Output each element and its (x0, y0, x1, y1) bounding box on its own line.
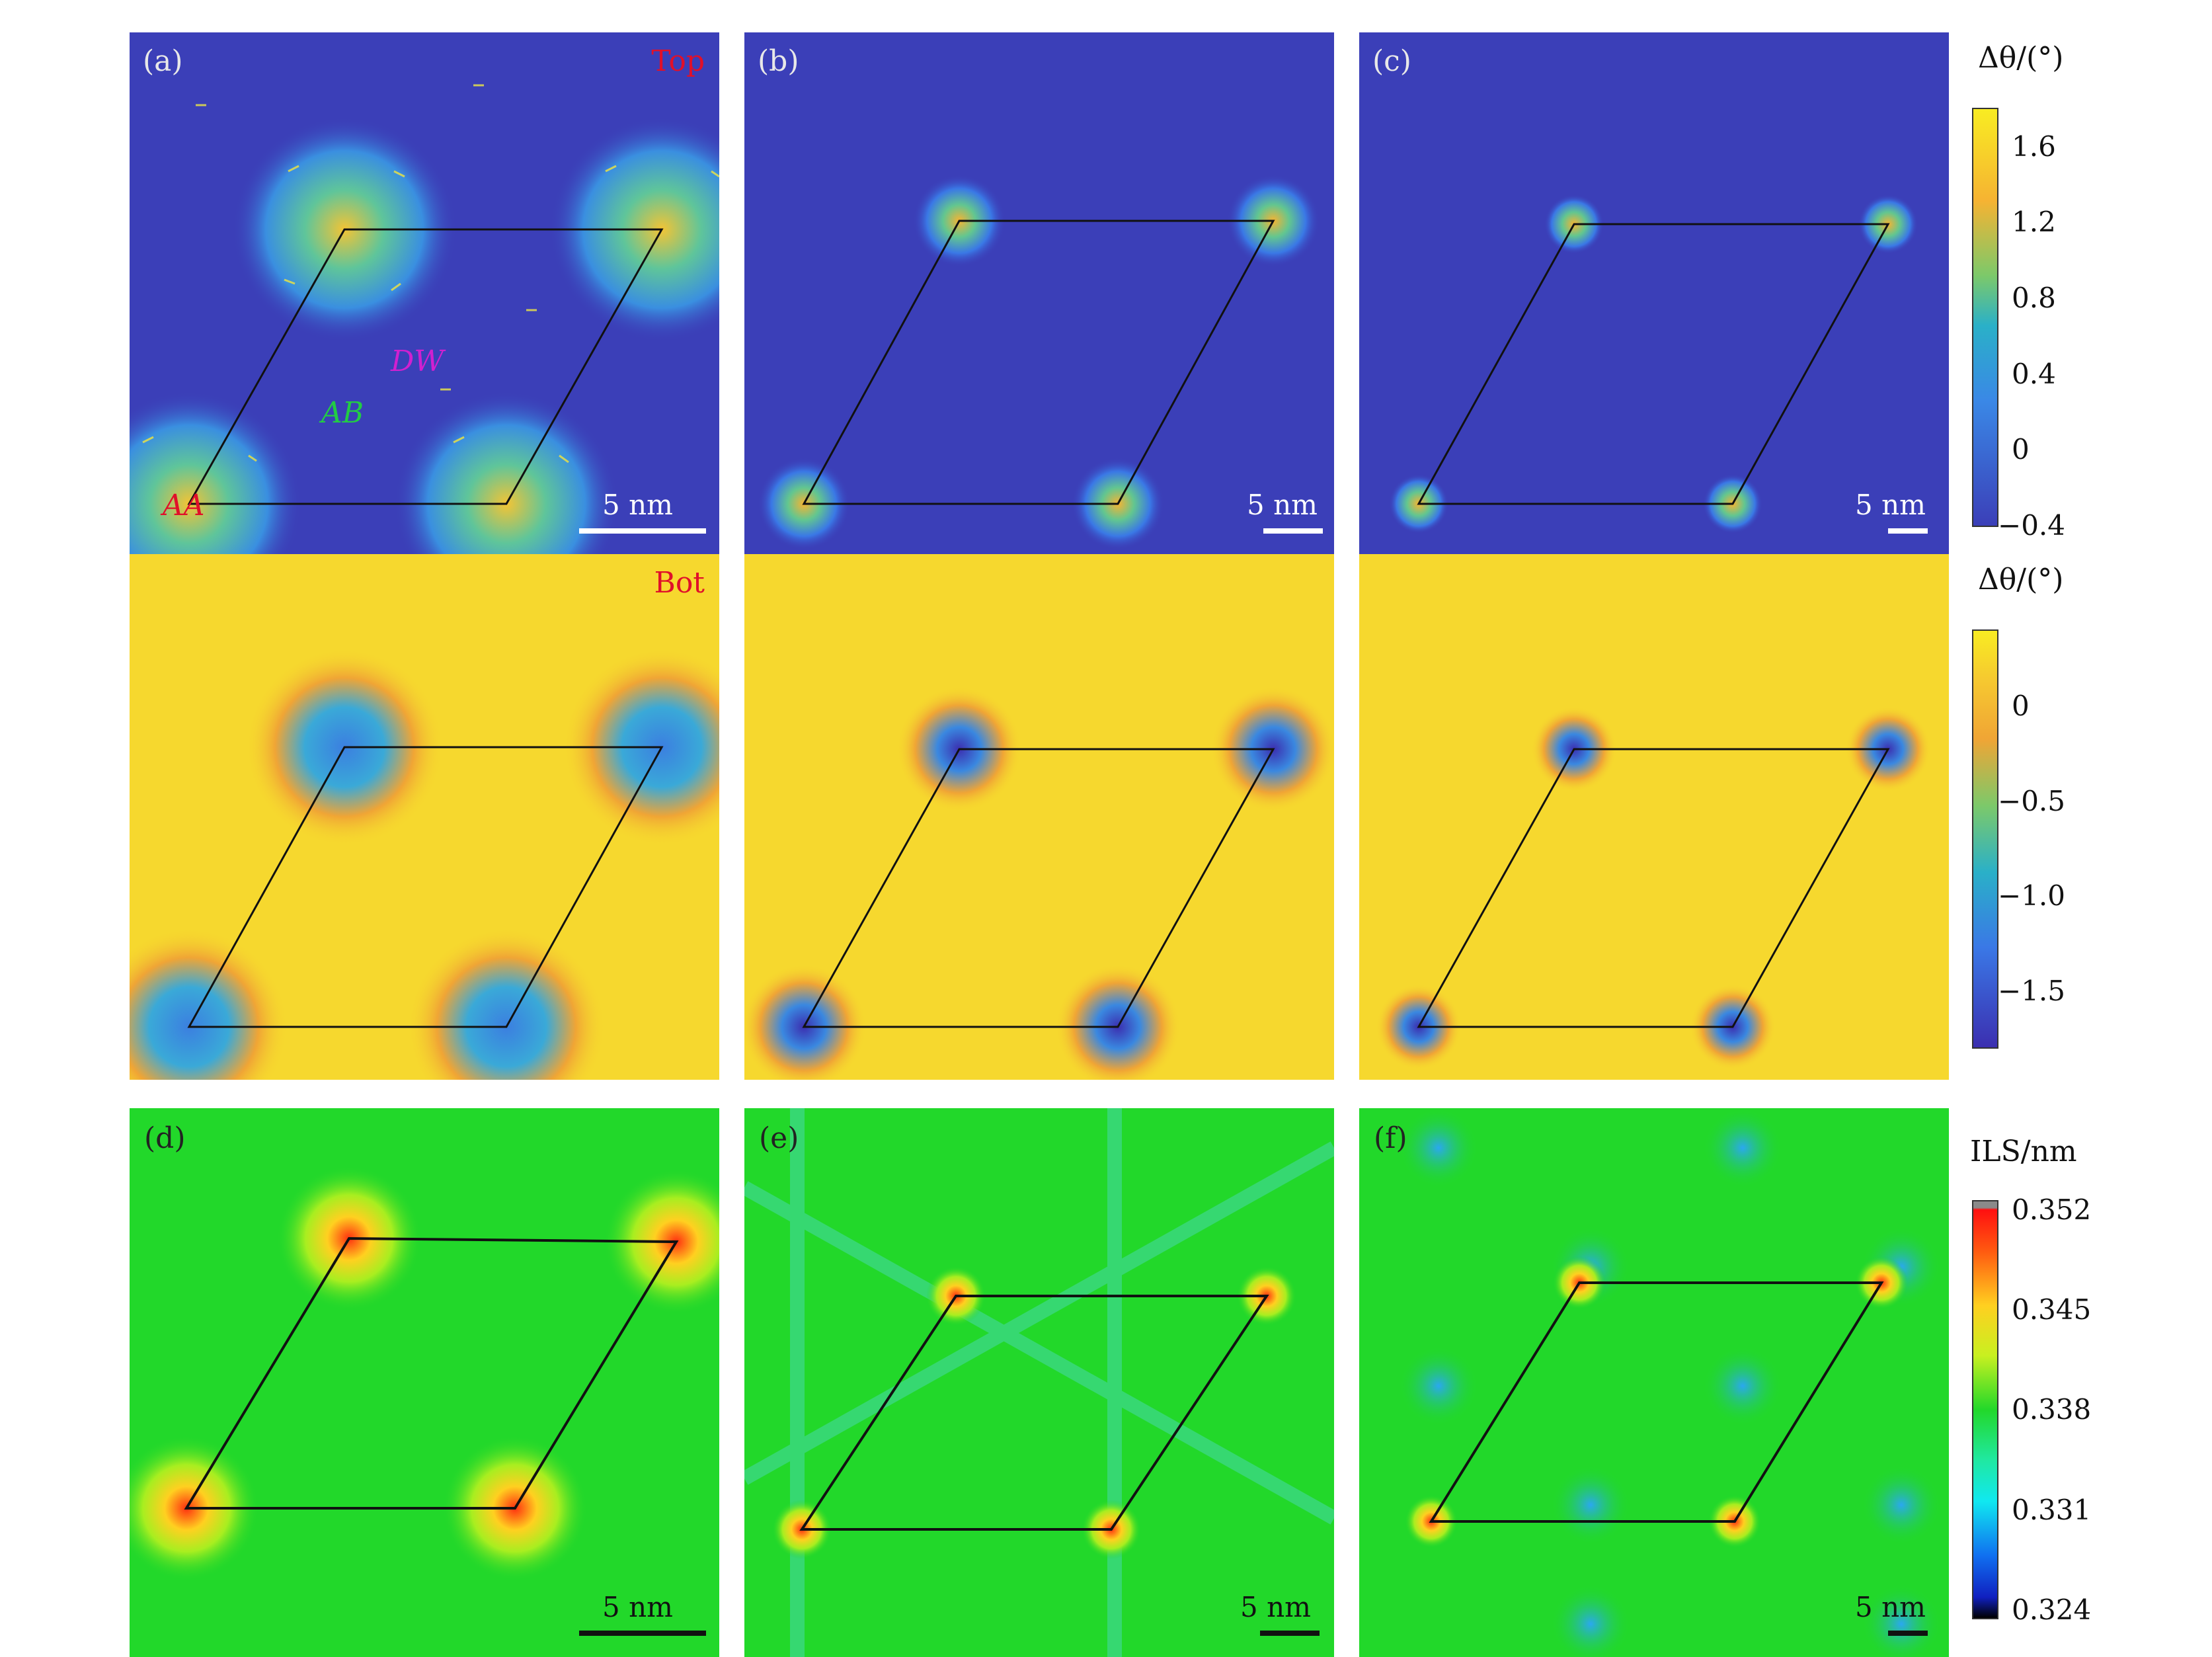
colorbar-top-tick: 1.6 (2012, 130, 2056, 163)
panel-c-bot (1359, 554, 1949, 1080)
panel-label-e: (e) (759, 1121, 799, 1155)
panel-e: (e) 5 nm (744, 1108, 1334, 1657)
colorbar-bot-tick: 0 (2012, 690, 2030, 722)
layer-label-bot: Bot (654, 566, 705, 600)
panel-label-b: (b) (758, 44, 799, 78)
colorbar-ils-tick: 0.324 (2012, 1594, 2092, 1626)
region-label-ab: AB (321, 396, 364, 430)
panel-c-top: (c) 5 nm (1359, 32, 1949, 554)
scale-bar-label: 5 nm (1855, 489, 1926, 521)
scale-bar-d: 5 nm (579, 1591, 711, 1644)
colorbar-top-tick: 0 (2012, 433, 2030, 465)
panel-b-bot (744, 554, 1334, 1080)
colorbar-ils-tick: 0.352 (2012, 1193, 2092, 1226)
scale-bar-line (1888, 1631, 1928, 1636)
panel-b-top: (b) 5 nm (744, 32, 1334, 554)
colorbar-bot-title: Δθ/(°) (1978, 563, 2064, 596)
ils-map-f (1359, 1108, 1949, 1657)
colorbar-top-tick: 0.8 (2012, 282, 2056, 314)
panel-label-d: (d) (144, 1121, 186, 1155)
layer-label-top: Top (651, 44, 705, 78)
twist-map-top-a (130, 32, 719, 554)
colorbar-top (1972, 108, 1998, 527)
scale-bar-c: 5 nm (1855, 489, 1948, 542)
colorbar-ils-tick: 0.338 (2012, 1393, 2092, 1426)
panel-a-bot: Bot (130, 554, 719, 1080)
panel-d: (d) 5 nm (130, 1108, 719, 1657)
scale-bar-line (1888, 528, 1928, 534)
colorbar-top-tick: −0.4 (1998, 509, 2065, 542)
colorbar-ils (1972, 1200, 1998, 1619)
panel-label-a: (a) (143, 44, 183, 78)
scale-bar-f: 5 nm (1855, 1591, 1948, 1644)
panel-label-c: (c) (1372, 44, 1411, 78)
scale-bar-line (1260, 1631, 1320, 1636)
scale-bar-line (579, 1631, 706, 1636)
twist-map-bot-b (744, 554, 1334, 1080)
colorbar-ils-tick: 0.345 (2012, 1293, 2092, 1326)
colorbar-ils-title: ILS/nm (1970, 1135, 2077, 1168)
twist-map-top-c (1359, 32, 1949, 554)
colorbar-bot-tick: −0.5 (1998, 785, 2065, 817)
twist-map-bot-a (130, 554, 719, 1080)
scale-bar-a: 5 nm (579, 489, 711, 542)
scale-bar-e: 5 nm (1240, 1591, 1333, 1644)
twist-map-top-b (744, 32, 1334, 554)
scale-bar-label: 5 nm (602, 489, 673, 521)
panel-f: (f) 5 nm (1359, 1108, 1949, 1657)
scale-bar-line (579, 528, 706, 534)
scale-bar-label: 5 nm (1240, 1591, 1311, 1623)
colorbar-bot (1972, 629, 1998, 1049)
panel-label-f: (f) (1374, 1121, 1407, 1155)
colorbar-bot-tick: −1.0 (1998, 879, 2065, 912)
scale-bar-label: 5 nm (1247, 489, 1318, 521)
colorbar-ils-tick: 0.331 (2012, 1494, 2092, 1526)
colorbar-top-tick: 0.4 (2012, 358, 2056, 390)
region-label-dw: DW (391, 344, 444, 378)
scale-bar-label: 5 nm (602, 1591, 673, 1623)
scale-bar-label: 5 nm (1855, 1591, 1926, 1623)
colorbar-bot-tick: −1.5 (1998, 975, 2065, 1007)
colorbar-top-title: Δθ/(°) (1978, 41, 2064, 75)
region-label-aa: AA (163, 489, 205, 522)
scale-bar-line (1263, 528, 1323, 534)
twist-map-bot-c (1359, 554, 1949, 1080)
ils-map-d (130, 1108, 719, 1657)
panel-a-top: (a) Top DW AB AA 5 nm (130, 32, 719, 554)
scale-bar-b: 5 nm (1247, 489, 1333, 542)
colorbar-top-tick: 1.2 (2012, 206, 2056, 238)
ils-map-e (744, 1108, 1334, 1657)
